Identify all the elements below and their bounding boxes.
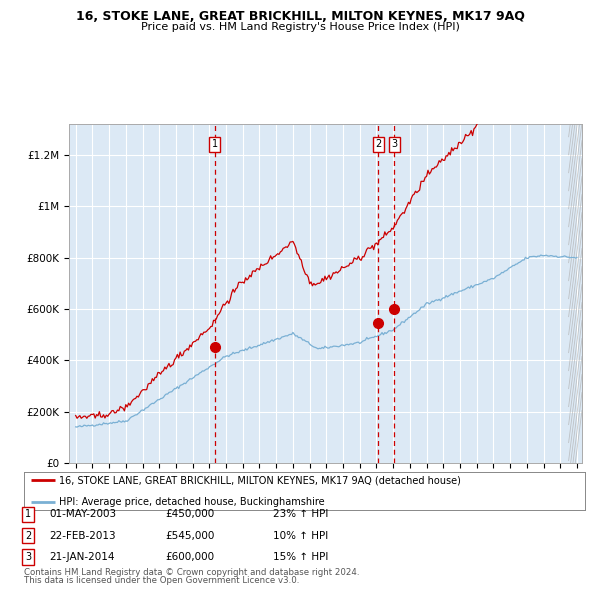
Text: This data is licensed under the Open Government Licence v3.0.: This data is licensed under the Open Gov… bbox=[24, 576, 299, 585]
Text: 21-JAN-2014: 21-JAN-2014 bbox=[49, 552, 115, 562]
Text: 3: 3 bbox=[25, 552, 31, 562]
Text: 22-FEB-2013: 22-FEB-2013 bbox=[49, 531, 116, 540]
Text: 01-MAY-2003: 01-MAY-2003 bbox=[49, 510, 116, 519]
Text: 10% ↑ HPI: 10% ↑ HPI bbox=[273, 531, 328, 540]
Text: Contains HM Land Registry data © Crown copyright and database right 2024.: Contains HM Land Registry data © Crown c… bbox=[24, 568, 359, 577]
Text: £450,000: £450,000 bbox=[165, 510, 214, 519]
Text: £545,000: £545,000 bbox=[165, 531, 214, 540]
Text: 2: 2 bbox=[376, 139, 382, 149]
Text: 16, STOKE LANE, GREAT BRICKHILL, MILTON KEYNES, MK17 9AQ (detached house): 16, STOKE LANE, GREAT BRICKHILL, MILTON … bbox=[59, 476, 461, 486]
Text: £600,000: £600,000 bbox=[165, 552, 214, 562]
Text: 1: 1 bbox=[212, 139, 218, 149]
Text: Price paid vs. HM Land Registry's House Price Index (HPI): Price paid vs. HM Land Registry's House … bbox=[140, 22, 460, 32]
Text: 23% ↑ HPI: 23% ↑ HPI bbox=[273, 510, 328, 519]
Text: 1: 1 bbox=[25, 510, 31, 519]
Text: HPI: Average price, detached house, Buckinghamshire: HPI: Average price, detached house, Buck… bbox=[59, 497, 325, 507]
Text: 3: 3 bbox=[391, 139, 397, 149]
Text: 16, STOKE LANE, GREAT BRICKHILL, MILTON KEYNES, MK17 9AQ: 16, STOKE LANE, GREAT BRICKHILL, MILTON … bbox=[76, 10, 524, 23]
Text: 15% ↑ HPI: 15% ↑ HPI bbox=[273, 552, 328, 562]
Text: 2: 2 bbox=[25, 531, 31, 540]
